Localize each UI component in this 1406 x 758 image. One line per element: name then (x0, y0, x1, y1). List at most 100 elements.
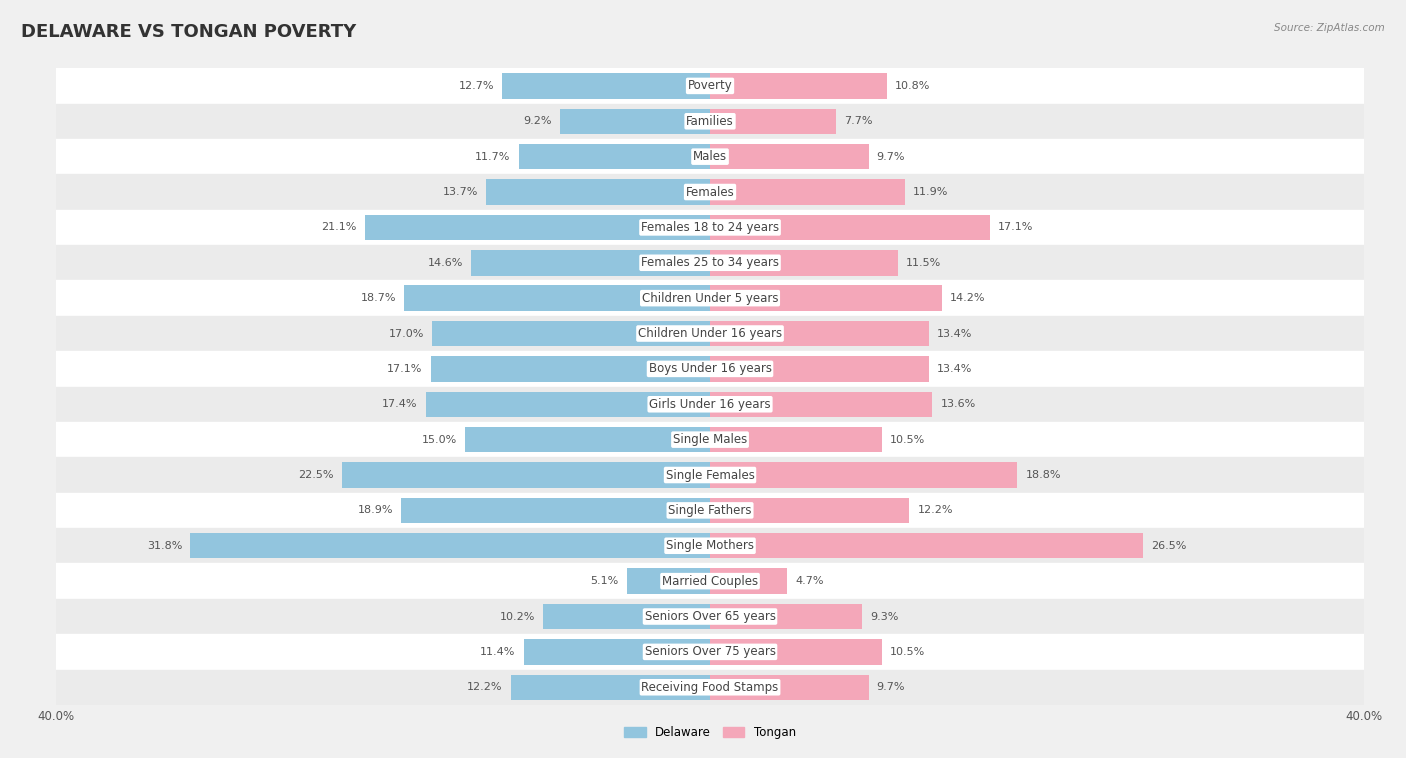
Bar (465, 427, 710, 453)
Text: 7.7%: 7.7% (844, 116, 873, 127)
Bar (366, 215, 710, 240)
Text: 10.5%: 10.5% (890, 434, 925, 445)
Text: 17.1%: 17.1% (387, 364, 422, 374)
Bar (710, 427, 882, 453)
Bar (710, 568, 787, 594)
Bar (426, 392, 710, 417)
Text: 18.9%: 18.9% (357, 506, 392, 515)
Text: 21.1%: 21.1% (322, 222, 357, 233)
Bar (710, 639, 882, 665)
Text: 11.7%: 11.7% (475, 152, 510, 161)
Bar (0, 280, 1406, 316)
Bar (710, 108, 837, 134)
Bar (510, 675, 710, 700)
Text: 12.2%: 12.2% (918, 506, 953, 515)
Text: 13.4%: 13.4% (938, 364, 973, 374)
Bar (0, 316, 1406, 351)
Bar (432, 321, 710, 346)
Bar (471, 250, 710, 275)
Bar (560, 108, 710, 134)
Bar (0, 669, 1406, 705)
Text: Single Mothers: Single Mothers (666, 539, 754, 553)
Text: 18.7%: 18.7% (361, 293, 396, 303)
Bar (710, 180, 904, 205)
Text: Receiving Food Stamps: Receiving Food Stamps (641, 681, 779, 694)
Bar (430, 356, 710, 381)
Text: 13.4%: 13.4% (938, 328, 973, 339)
Bar (710, 321, 929, 346)
Text: 10.8%: 10.8% (894, 81, 931, 91)
Bar (0, 457, 1406, 493)
Text: DELAWARE VS TONGAN POVERTY: DELAWARE VS TONGAN POVERTY (21, 23, 356, 41)
Text: Seniors Over 75 years: Seniors Over 75 years (644, 645, 776, 659)
Text: Females 18 to 24 years: Females 18 to 24 years (641, 221, 779, 234)
Text: 11.4%: 11.4% (481, 647, 516, 657)
Bar (502, 74, 710, 99)
Bar (0, 387, 1406, 422)
Text: Boys Under 16 years: Boys Under 16 years (648, 362, 772, 375)
Text: 12.2%: 12.2% (467, 682, 502, 692)
Bar (710, 144, 869, 169)
Text: Single Females: Single Females (665, 468, 755, 481)
Bar (710, 392, 932, 417)
Bar (710, 74, 887, 99)
Bar (523, 639, 710, 665)
Bar (0, 210, 1406, 245)
Bar (405, 286, 710, 311)
Text: Poverty: Poverty (688, 80, 733, 92)
Bar (710, 286, 942, 311)
Bar (710, 462, 1018, 487)
Bar (710, 533, 1143, 559)
Bar (0, 68, 1406, 104)
Text: 31.8%: 31.8% (146, 540, 183, 551)
Text: 9.7%: 9.7% (877, 682, 905, 692)
Bar (543, 604, 710, 629)
Text: 10.2%: 10.2% (499, 612, 536, 622)
Text: 10.5%: 10.5% (890, 647, 925, 657)
Text: 14.6%: 14.6% (427, 258, 463, 268)
Text: 5.1%: 5.1% (591, 576, 619, 586)
Bar (0, 104, 1406, 139)
Bar (190, 533, 710, 559)
Text: 17.1%: 17.1% (998, 222, 1033, 233)
Bar (710, 250, 898, 275)
Bar (519, 144, 710, 169)
Text: 9.2%: 9.2% (523, 116, 551, 127)
Bar (342, 462, 710, 487)
Bar (0, 351, 1406, 387)
Bar (486, 180, 710, 205)
Bar (0, 174, 1406, 210)
Bar (627, 568, 710, 594)
Text: 15.0%: 15.0% (422, 434, 457, 445)
Text: Males: Males (693, 150, 727, 163)
Text: Girls Under 16 years: Girls Under 16 years (650, 398, 770, 411)
Bar (710, 675, 869, 700)
Text: Families: Families (686, 114, 734, 128)
Text: 9.3%: 9.3% (870, 612, 898, 622)
Text: 13.6%: 13.6% (941, 399, 976, 409)
Text: Females 25 to 34 years: Females 25 to 34 years (641, 256, 779, 269)
Bar (0, 245, 1406, 280)
Bar (710, 215, 990, 240)
Bar (0, 599, 1406, 634)
Bar (0, 422, 1406, 457)
Text: Married Couples: Married Couples (662, 575, 758, 587)
Text: 11.5%: 11.5% (905, 258, 942, 268)
Legend: Delaware, Tongan: Delaware, Tongan (620, 721, 800, 744)
Text: Seniors Over 65 years: Seniors Over 65 years (644, 610, 776, 623)
Bar (710, 604, 862, 629)
Bar (710, 356, 929, 381)
Bar (0, 139, 1406, 174)
Bar (0, 528, 1406, 563)
Text: 14.2%: 14.2% (950, 293, 986, 303)
Text: Source: ZipAtlas.com: Source: ZipAtlas.com (1274, 23, 1385, 33)
Text: 13.7%: 13.7% (443, 187, 478, 197)
Text: Single Males: Single Males (673, 433, 747, 446)
Text: 26.5%: 26.5% (1152, 540, 1187, 551)
Text: Females: Females (686, 186, 734, 199)
Text: 17.4%: 17.4% (382, 399, 418, 409)
Bar (0, 563, 1406, 599)
Text: Children Under 16 years: Children Under 16 years (638, 327, 782, 340)
Text: 9.7%: 9.7% (877, 152, 905, 161)
Bar (0, 634, 1406, 669)
